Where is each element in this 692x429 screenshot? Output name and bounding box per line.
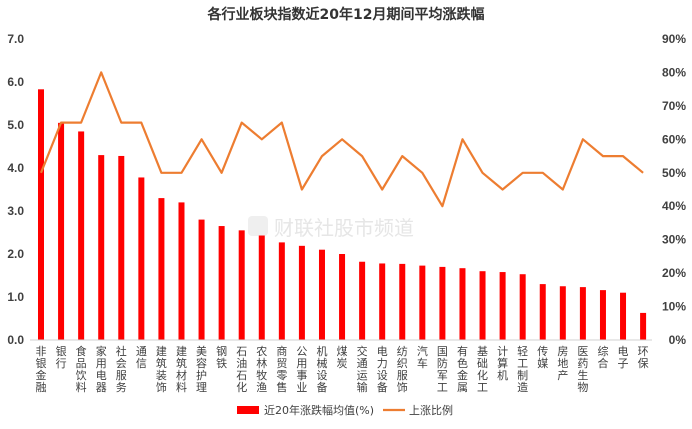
bar bbox=[339, 254, 346, 340]
bar bbox=[258, 235, 265, 340]
x-tick-label: 基础化工 bbox=[477, 345, 488, 394]
bar bbox=[499, 272, 506, 340]
x-tick-label: 纺织服饰 bbox=[397, 344, 408, 394]
bar bbox=[78, 131, 85, 340]
bar bbox=[158, 198, 165, 340]
bar bbox=[98, 155, 105, 340]
x-tick-label: 环保 bbox=[638, 345, 649, 370]
y-right-tick: 30% bbox=[662, 233, 686, 247]
bar bbox=[198, 219, 205, 340]
x-tick-label: 社会服务 bbox=[116, 344, 127, 394]
y-left-tick: 1.0 bbox=[7, 290, 24, 304]
legend-bar-swatch bbox=[237, 406, 259, 414]
x-tick-label: 电子 bbox=[618, 345, 629, 370]
x-tick-label: 农林牧渔 bbox=[256, 344, 267, 394]
bar bbox=[38, 89, 44, 340]
y-right-tick: 10% bbox=[662, 300, 686, 314]
bar bbox=[379, 263, 386, 340]
x-tick-label: 交通运输 bbox=[357, 344, 368, 394]
x-tick-label: 机械设备 bbox=[316, 344, 327, 394]
bar bbox=[218, 226, 225, 340]
x-tick-label: 计算机 bbox=[497, 345, 508, 382]
x-tick-label: 轻工制造 bbox=[517, 344, 528, 394]
y-left-tick: 3.0 bbox=[7, 204, 24, 218]
bar bbox=[519, 274, 526, 340]
bar bbox=[58, 122, 65, 340]
bar bbox=[359, 261, 366, 340]
y-right-tick: 60% bbox=[662, 132, 686, 146]
y-right-tick: 40% bbox=[662, 199, 686, 213]
x-tick-label: 有色金属 bbox=[457, 344, 468, 394]
y-right-tick: 20% bbox=[662, 266, 686, 280]
bar bbox=[479, 271, 486, 340]
watermark-text: 财联社股市频道 bbox=[274, 216, 414, 240]
x-tick-label: 公用事业 bbox=[296, 345, 307, 394]
x-tick-label: 房地产 bbox=[557, 345, 568, 382]
bar bbox=[439, 266, 446, 340]
bar bbox=[599, 290, 606, 340]
y-right-tick: 90% bbox=[662, 32, 686, 46]
bar bbox=[640, 312, 647, 340]
x-tick-label: 商贸零售 bbox=[276, 344, 287, 394]
bar bbox=[238, 230, 245, 340]
x-tick-label: 国防军工 bbox=[437, 345, 448, 394]
y-left-tick: 7.0 bbox=[7, 32, 24, 46]
bar bbox=[579, 287, 586, 340]
chart-title: 各行业板块指数近20年12月期间平均涨跌幅 bbox=[207, 6, 485, 23]
x-tick-label: 综合 bbox=[597, 344, 608, 370]
x-tick-label: 建筑材料 bbox=[176, 344, 187, 394]
y-right-tick: 50% bbox=[662, 166, 686, 180]
bar-series bbox=[38, 89, 647, 340]
y-right-tick: 80% bbox=[662, 65, 686, 79]
x-tick-label: 石油石化 bbox=[236, 345, 247, 394]
x-tick-label: 传媒 bbox=[537, 345, 548, 370]
x-tick-label: 银行 bbox=[56, 344, 67, 370]
bar bbox=[620, 292, 627, 340]
bar bbox=[419, 265, 426, 340]
bar bbox=[178, 202, 185, 340]
bar bbox=[138, 177, 145, 340]
line-series-up-ratio bbox=[39, 71, 644, 208]
x-tick-label: 家用电器 bbox=[96, 344, 107, 394]
y-left-tick: 0.0 bbox=[7, 333, 24, 347]
legend-line-label: 上涨比例 bbox=[409, 403, 453, 417]
y-right-tick: 0% bbox=[669, 333, 687, 347]
x-tick-label: 医药生物 bbox=[577, 345, 588, 394]
bar bbox=[278, 242, 285, 340]
y-right-tick: 70% bbox=[662, 99, 686, 113]
x-tick-label: 通信 bbox=[136, 345, 147, 370]
y-left-tick: 6.0 bbox=[7, 75, 24, 89]
bar bbox=[298, 245, 305, 340]
y-left-tick: 5.0 bbox=[7, 118, 24, 132]
y-left-tick: 2.0 bbox=[7, 247, 24, 261]
y-axis-right: 0% 10% 20% 30% 40% 50% 60% 70% 80% 90% bbox=[662, 32, 686, 347]
bar bbox=[459, 268, 466, 340]
x-tick-label: 建筑装饰 bbox=[156, 344, 167, 394]
x-tick-label: 美容护理 bbox=[196, 345, 207, 394]
bar bbox=[559, 286, 566, 340]
legend-bar-label: 近20年涨跌幅均值(%) bbox=[264, 403, 374, 417]
x-tick-label: 煤炭 bbox=[337, 345, 348, 370]
legend: 近20年涨跌幅均值(%) 上涨比例 bbox=[237, 403, 453, 417]
y-left-tick: 4.0 bbox=[7, 161, 24, 175]
bar bbox=[318, 249, 325, 340]
watermark-logo bbox=[248, 216, 268, 236]
watermark: 财联社股市频道 bbox=[248, 216, 414, 240]
x-tick-label: 电力设备 bbox=[377, 345, 388, 394]
x-tick-label: 钢铁 bbox=[216, 345, 227, 370]
x-axis: 非银金融银行食品饮料家用电器社会服务通信建筑装饰建筑材料美容护理钢铁石油石化农林… bbox=[36, 344, 649, 394]
bar bbox=[118, 155, 125, 340]
x-tick-label: 食品饮料 bbox=[76, 344, 87, 394]
bar bbox=[399, 263, 406, 340]
x-tick-label: 汽车 bbox=[417, 344, 428, 370]
bar bbox=[539, 284, 546, 340]
y-axis-left: 0.0 1.0 2.0 3.0 4.0 5.0 6.0 7.0 bbox=[7, 32, 24, 347]
x-tick-label: 非银金融 bbox=[36, 345, 47, 394]
